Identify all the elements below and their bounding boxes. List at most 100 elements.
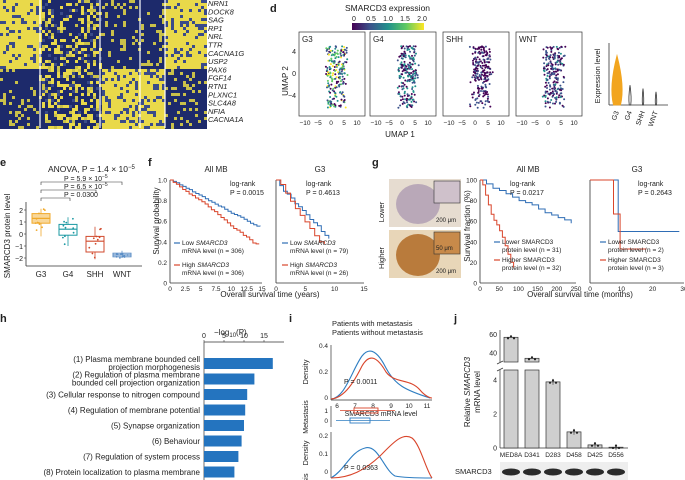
heatmap-cell [72,102,75,105]
heatmap-cell [111,42,114,45]
j-blot-band [544,468,562,476]
heatmap-cell [183,45,186,48]
heatmap-cell [96,123,99,126]
heatmap-cell [171,78,174,81]
heatmap-cell [3,45,6,48]
heatmap-cell [153,75,156,78]
heatmap-cell [192,21,195,24]
heatmap-cell [147,0,150,3]
heatmap-cell [63,123,66,126]
e-point [91,252,94,255]
heatmap-cell [174,30,177,33]
heatmap-cell [30,96,33,99]
heatmap-cell [141,96,144,99]
heatmap-cell [48,78,51,81]
heatmap-cell [45,57,48,60]
heatmap-cell [162,81,165,84]
heatmap-cell [45,75,48,78]
heatmap-cell [183,69,186,72]
heatmap-cell [159,48,162,51]
heatmap-cell [126,42,129,45]
heatmap-cell [72,24,75,27]
violin-shape [641,88,645,106]
heatmap-cell [21,90,24,93]
heatmap-cell [33,0,36,3]
umap-point [474,103,477,106]
heatmap-cell [129,60,132,63]
heatmap-cell [162,66,165,69]
heatmap-cell [165,30,168,33]
heatmap-cell [105,87,108,90]
umap-frame [442,31,510,117]
heatmap-cell [18,117,21,120]
heatmap-cell [180,99,183,102]
umap-point [481,62,484,64]
umap-point [412,45,415,48]
heatmap-cell [93,33,96,36]
heatmap-cell [60,36,63,39]
heatmap-cell [69,90,72,93]
heatmap-cell [27,54,30,57]
heatmap-cell [204,60,207,63]
umap-xtick: 0 [473,120,477,127]
heatmap-cell [36,21,39,24]
heatmap-cell [81,48,84,51]
heatmap-cell [87,84,90,87]
heatmap-cell [60,0,63,3]
heatmap-cell [15,75,18,78]
heatmap-cell [96,117,99,120]
heatmap-cell [102,105,105,108]
heatmap-cell [93,45,96,48]
umap-point [546,68,549,71]
umap-point [411,77,414,80]
e-point [38,212,40,215]
heatmap-cell [120,111,123,114]
heatmap-cell [201,57,204,60]
heatmap-cell [3,54,6,57]
heatmap-cell [42,24,45,27]
heatmap-cell [135,93,138,96]
heatmap-cell [21,21,24,24]
heatmap-cell [165,21,168,24]
umap-point [397,67,400,70]
i-ylabel-density-2: Density [301,440,310,465]
heatmap-cell [18,96,21,99]
heatmap-cell [201,96,204,99]
heatmap-cell [30,75,33,78]
heatmap-cell [57,126,60,129]
heatmap-cell [150,0,153,3]
heatmap-cell [78,42,81,45]
heatmap-cell [93,6,96,9]
umap-point [344,82,347,85]
heatmap-cell [66,51,69,54]
heatmap-cell [162,84,165,87]
heatmap-cell [114,63,117,66]
heatmap-cell [66,12,69,15]
heatmap-cell [60,72,63,75]
heatmap-cell [0,0,3,3]
heatmap-cell [24,33,27,36]
heatmap-cell [0,75,3,78]
umap-point [397,106,400,109]
heatmap-cell [174,36,177,39]
heatmap-cell [87,60,90,63]
heatmap-cell [60,33,63,36]
heatmap-cell [183,0,186,3]
heatmap-cell [120,33,123,36]
heatmap-cell [192,114,195,117]
heatmap-cell [75,111,78,114]
heatmap-cell [78,78,81,81]
heatmap-cell [6,72,9,75]
heatmap-cell [6,27,9,30]
umap-point [405,97,408,100]
heatmap-cell [36,105,39,108]
heatmap-cell [21,108,24,111]
heatmap-cell [195,93,198,96]
heatmap-cell [30,24,33,27]
umap-point [545,65,548,68]
heatmap-cell [96,15,99,18]
e-significance-bracket [40,197,71,201]
heatmap-cell [189,123,192,126]
umap-point [412,56,415,59]
